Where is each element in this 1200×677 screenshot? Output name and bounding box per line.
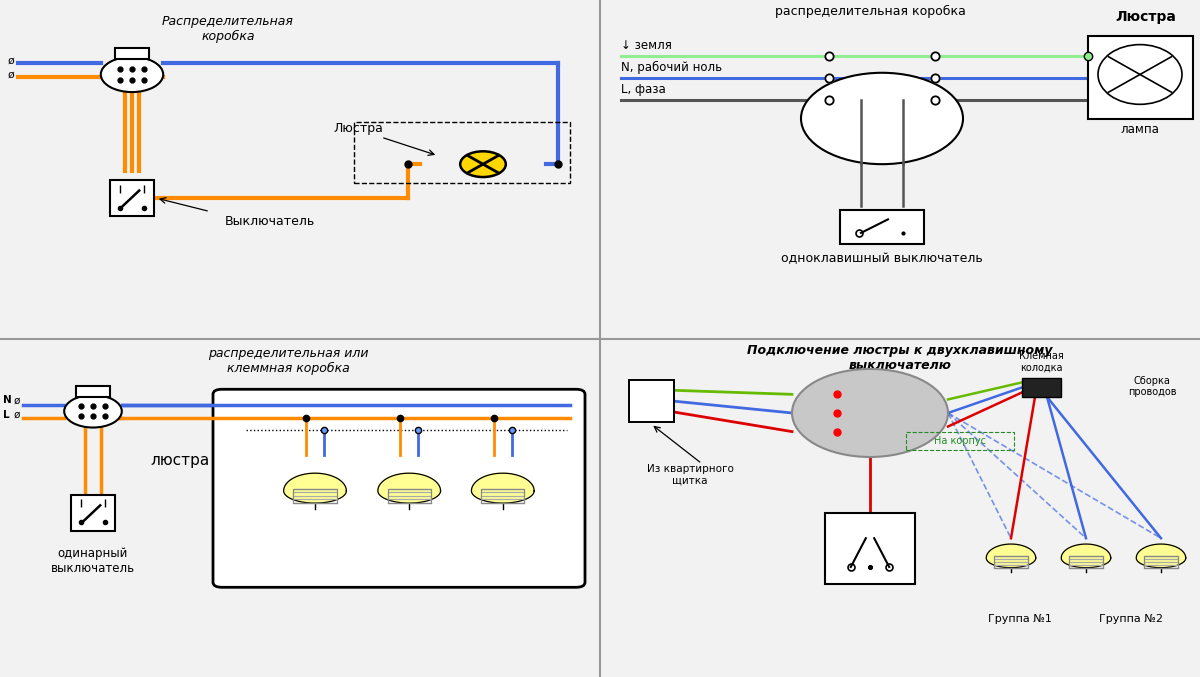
- FancyBboxPatch shape: [826, 513, 916, 584]
- Text: PE-: PE-: [632, 386, 649, 395]
- FancyBboxPatch shape: [115, 47, 149, 59]
- Text: N, рабочий ноль: N, рабочий ноль: [622, 61, 722, 74]
- Polygon shape: [1061, 544, 1111, 567]
- Text: люстра: люстра: [150, 453, 210, 468]
- FancyBboxPatch shape: [77, 386, 110, 397]
- Text: одноклавишный выключатель: одноклавишный выключатель: [781, 252, 983, 265]
- Text: ↓: ↓: [1092, 42, 1102, 51]
- Text: Люстра: Люстра: [334, 123, 383, 135]
- Text: Клемная
колодка: Клемная колодка: [1019, 351, 1063, 372]
- Ellipse shape: [1098, 45, 1182, 104]
- Text: Подключение люстры к двухклавишному
выключателю: Подключение люстры к двухклавишному выкл…: [748, 343, 1052, 372]
- Text: ø: ø: [7, 56, 14, 66]
- Circle shape: [802, 73, 964, 164]
- Polygon shape: [986, 544, 1036, 567]
- Text: L, фаза: L, фаза: [622, 83, 666, 95]
- Text: ø: ø: [13, 410, 19, 420]
- Text: ↓ земля: ↓ земля: [622, 39, 672, 52]
- FancyBboxPatch shape: [1087, 37, 1193, 119]
- FancyBboxPatch shape: [110, 180, 154, 216]
- Text: L-: L-: [632, 408, 642, 416]
- Text: L: L: [2, 410, 10, 420]
- FancyBboxPatch shape: [1021, 378, 1061, 397]
- Polygon shape: [378, 473, 440, 503]
- Polygon shape: [283, 473, 347, 503]
- FancyBboxPatch shape: [629, 380, 673, 422]
- FancyBboxPatch shape: [214, 389, 586, 587]
- Text: На корпус: На корпус: [934, 436, 986, 446]
- Circle shape: [65, 395, 122, 428]
- Polygon shape: [472, 473, 534, 503]
- Text: ø: ø: [13, 395, 19, 406]
- Text: N: N: [2, 395, 12, 406]
- Text: Группа №1: Группа №1: [988, 615, 1052, 624]
- Text: распределительная или
клеммная коробка: распределительная или клеммная коробка: [208, 347, 368, 375]
- Text: ø: ø: [7, 69, 14, 79]
- FancyBboxPatch shape: [72, 495, 115, 531]
- Text: Группа №2: Группа №2: [1099, 615, 1163, 624]
- Text: Люстра: Люстра: [1116, 10, 1176, 24]
- Text: лампа: лампа: [1121, 123, 1159, 135]
- Circle shape: [101, 57, 163, 92]
- Circle shape: [792, 369, 948, 457]
- FancyBboxPatch shape: [840, 210, 924, 244]
- Text: Распределительная
коробка: Распределительная коробка: [162, 15, 294, 43]
- Text: Сборка
проводов: Сборка проводов: [1128, 376, 1176, 397]
- Text: распределительная коробка: распределительная коробка: [774, 5, 966, 18]
- Polygon shape: [1136, 544, 1186, 567]
- Text: Из квартирного
щитка: Из квартирного щитка: [647, 464, 733, 485]
- Circle shape: [461, 151, 506, 177]
- Text: Выключатель: Выключатель: [224, 215, 316, 228]
- Text: одинарный
выключатель: одинарный выключатель: [50, 547, 136, 575]
- Text: N-: N-: [632, 397, 644, 406]
